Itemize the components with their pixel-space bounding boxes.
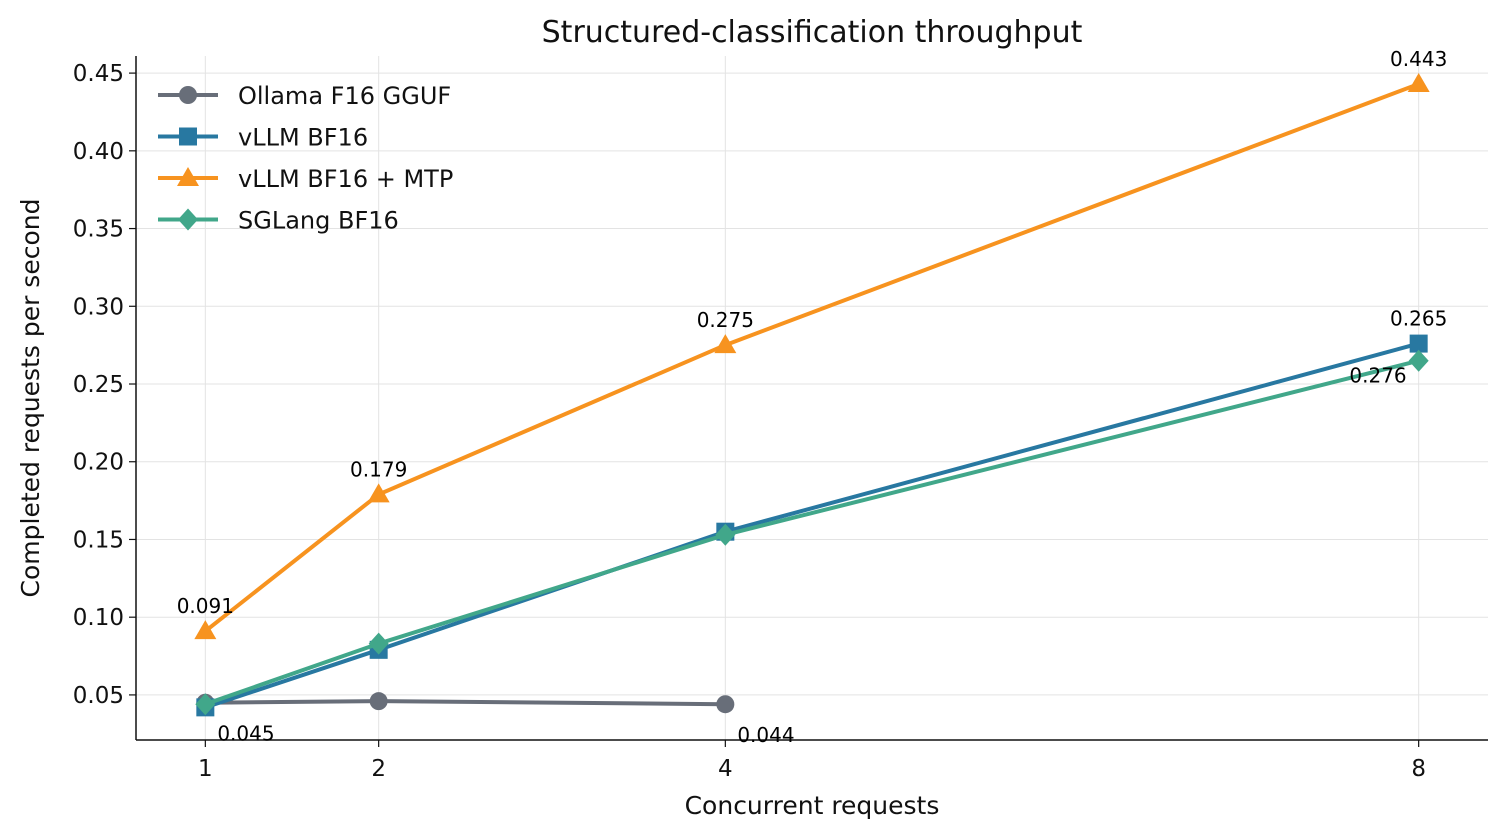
series-square (196, 334, 1428, 717)
x-tick-label: 1 (198, 756, 213, 782)
y-tick-label: 0.10 (73, 605, 124, 631)
series-triangle (194, 72, 1430, 640)
x-tick-label: 4 (718, 756, 733, 782)
legend-marker (179, 86, 197, 104)
data-label: 0.091 (177, 594, 234, 618)
legend-label: SGLang BF16 (238, 207, 399, 235)
legend-entry: SGLang BF16 (158, 207, 399, 235)
series-diamond (195, 349, 1429, 716)
data-point (367, 483, 390, 503)
y-tick-label: 0.30 (73, 294, 124, 320)
y-tick-label: 0.35 (73, 217, 124, 243)
y-tick-label: 0.15 (73, 527, 124, 553)
y-tick-label: 0.25 (73, 372, 124, 398)
data-point (369, 692, 388, 711)
data-label: 0.275 (697, 308, 754, 332)
gridlines (136, 56, 1488, 740)
data-point (1407, 72, 1430, 92)
series-line (204, 82, 1420, 633)
legend-marker (178, 208, 198, 231)
data-label: 0.443 (1390, 47, 1447, 71)
chart-title: Structured-classification throughput (542, 15, 1083, 50)
data-point (714, 334, 737, 354)
tick-labels: 0.05 0.10 0.15 0.20 0.25 0.30 0.35 0.40 0.45 1 2 4 8 (73, 61, 1426, 782)
legend-label: Ollama F16 GGUF (238, 82, 451, 110)
data-point (368, 632, 389, 655)
data-label: 0.045 (217, 722, 274, 746)
legend-marker (179, 127, 197, 146)
series-layer (194, 72, 1430, 717)
legend-label: vLLM BF16 (238, 124, 368, 152)
y-tick-label: 0.20 (73, 450, 124, 476)
data-label: 0.276 (1349, 364, 1406, 388)
data-point (194, 620, 217, 640)
series-line (205, 699, 726, 707)
x-tick-label: 2 (371, 756, 386, 782)
legend-entry: vLLM BF16 + MTP (158, 165, 453, 193)
x-axis-label: Concurrent requests (685, 791, 940, 820)
legend-entry: vLLM BF16 (158, 124, 368, 152)
y-tick-label: 0.05 (73, 683, 124, 709)
data-point (1408, 349, 1429, 372)
x-tick-label: 8 (1411, 756, 1426, 782)
data-labels: 0.045 0.044 0.091 0.179 0.275 0.443 0.265 0.276 (177, 47, 1448, 747)
legend-entry: Ollama F16 GGUF (158, 82, 451, 110)
axes (129, 56, 1488, 747)
legend-label: vLLM BF16 + MTP (238, 165, 453, 193)
data-point (716, 695, 735, 714)
y-tick-label: 0.40 (73, 139, 124, 165)
data-point (715, 523, 736, 546)
legend: Ollama F16 GGUF vLLM BF16 vLLM BF16 + MTP S… (158, 82, 453, 235)
data-label: 0.179 (350, 457, 407, 481)
y-tick-label: 0.45 (73, 61, 124, 87)
data-label: 0.265 (1390, 307, 1447, 331)
data-point (195, 693, 216, 716)
series-line (204, 358, 1420, 707)
data-label: 0.044 (737, 723, 794, 747)
data-point (1409, 334, 1428, 353)
y-axis-label: Completed requests per second (16, 199, 45, 598)
legend-marker (177, 167, 199, 186)
